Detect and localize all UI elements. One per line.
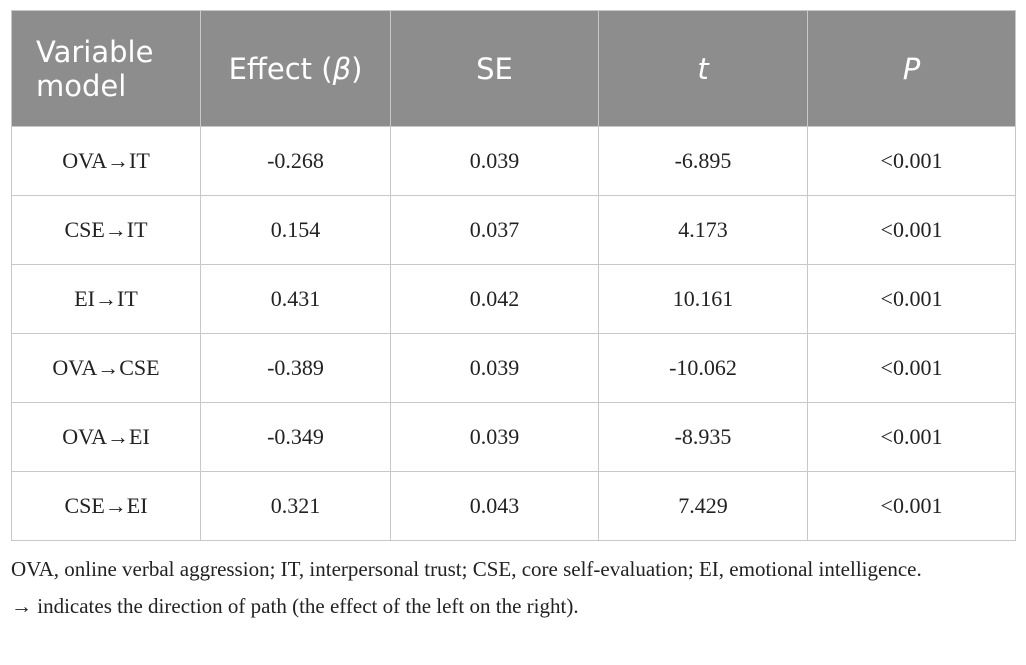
header-text: P bbox=[902, 51, 921, 86]
table-cell: -8.935 bbox=[598, 402, 808, 472]
table-cell: <0.001 bbox=[807, 333, 1016, 403]
header-text: ) bbox=[351, 51, 363, 86]
table-cell: <0.001 bbox=[807, 402, 1016, 472]
footnotes: OVA, online verbal aggression; IT, inter… bbox=[11, 552, 1015, 626]
table-cell: 0.039 bbox=[390, 402, 599, 472]
table-row: OVA→EI -0.349 0.039 -8.935 <0.001 bbox=[11, 402, 1016, 472]
table-cell: <0.001 bbox=[807, 264, 1016, 334]
table-cell: 0.039 bbox=[390, 126, 599, 196]
table-body: OVA→IT -0.268 0.039 -6.895 <0.001 CSE→IT 0.154… bbox=[11, 126, 1016, 541]
table-cell: OVA→IT bbox=[11, 126, 201, 196]
table-row: EI→IT 0.431 0.042 10.161 <0.001 bbox=[11, 264, 1016, 334]
footnote: OVA, online verbal aggression; IT, inter… bbox=[11, 557, 922, 581]
footnote: → indicates the direction of path (the e… bbox=[11, 594, 579, 618]
table-cell: 10.161 bbox=[598, 264, 808, 334]
header-row: Variable model Effect (β) SE t P bbox=[11, 10, 1016, 127]
table-cell: <0.001 bbox=[807, 126, 1016, 196]
table-cell: <0.001 bbox=[807, 471, 1016, 541]
table-cell: 0.431 bbox=[200, 264, 391, 334]
table-row: OVA→CSE -0.389 0.039 -10.062 <0.001 bbox=[11, 333, 1016, 403]
table-row: CSE→EI 0.321 0.043 7.429 <0.001 bbox=[11, 471, 1016, 541]
table-cell: 0.154 bbox=[200, 195, 391, 265]
header-cell: SE bbox=[390, 10, 599, 127]
header-text: SE bbox=[476, 51, 513, 86]
header-text: t bbox=[697, 51, 709, 86]
table-cell: -0.349 bbox=[200, 402, 391, 472]
table-cell: -10.062 bbox=[598, 333, 808, 403]
table-cell: -6.895 bbox=[598, 126, 808, 196]
table-cell: 7.429 bbox=[598, 471, 808, 541]
table-cell: <0.001 bbox=[807, 195, 1016, 265]
header-text: Variable model bbox=[36, 34, 154, 103]
header-text: β bbox=[332, 51, 352, 86]
header-cell: Variable model bbox=[11, 10, 201, 127]
results-table: Variable model Effect (β) SE t P OVA→IT -0.26… bbox=[11, 10, 1016, 541]
table-cell: 0.037 bbox=[390, 195, 599, 265]
table-cell: CSE→EI bbox=[11, 471, 201, 541]
table-cell: 0.321 bbox=[200, 471, 391, 541]
table-cell: 0.043 bbox=[390, 471, 599, 541]
header-text: Effect ( bbox=[228, 51, 333, 86]
table-cell: OVA→EI bbox=[11, 402, 201, 472]
header-cell: t bbox=[598, 10, 808, 127]
table-cell: EI→IT bbox=[11, 264, 201, 334]
table-row: CSE→IT 0.154 0.037 4.173 <0.001 bbox=[11, 195, 1016, 265]
table-cell: -0.268 bbox=[200, 126, 391, 196]
table-cell: CSE→IT bbox=[11, 195, 201, 265]
header-cell: P bbox=[807, 10, 1016, 127]
table-cell: 0.039 bbox=[390, 333, 599, 403]
table-row: OVA→IT -0.268 0.039 -6.895 <0.001 bbox=[11, 126, 1016, 196]
header-cell: Effect (β) bbox=[200, 10, 391, 127]
table-cell: OVA→CSE bbox=[11, 333, 201, 403]
table-cell: -0.389 bbox=[200, 333, 391, 403]
table-cell: 0.042 bbox=[390, 264, 599, 334]
table-cell: 4.173 bbox=[598, 195, 808, 265]
